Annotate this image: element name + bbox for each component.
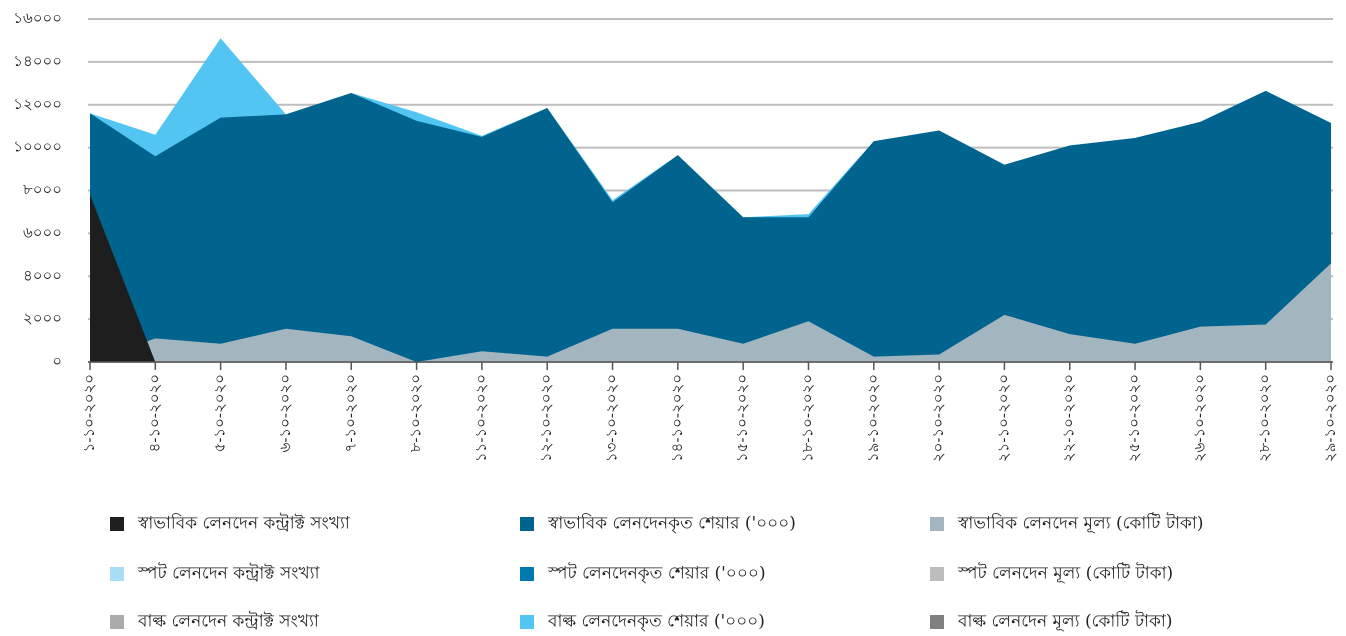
legend-label: স্পট লেনদেন মূল্য (কোটি টাকা) [957, 563, 1173, 584]
x-tick-label: ১৫-১০-২০২০ [733, 374, 751, 462]
x-tick-label: ৭-১০-২০২০ [341, 374, 359, 452]
legend-swatch [930, 517, 944, 531]
legend-swatch [110, 567, 124, 581]
x-tick-label: ১৮-১০-২০২০ [798, 374, 816, 462]
legend-label: স্পট লেনদেন কন্ট্রাক্ট সংখ্যা [137, 563, 321, 584]
legend-swatch [110, 517, 124, 531]
y-tick-label: ১০০০০ [13, 138, 62, 156]
x-tick-label: ২১-১০-২০২০ [994, 374, 1012, 462]
legend-label: স্পট লেনদেনকৃত শেয়ার ('০০০) [547, 563, 766, 584]
x-tick-label: ২২-১০-২০২০ [1060, 374, 1078, 462]
legend-label: স্বাভাবিক লেনদেন মূল্য (কোটি টাকা) [957, 513, 1204, 534]
y-tick-label: ৪০০০ [23, 266, 62, 284]
area [90, 263, 1331, 362]
area [90, 90, 1331, 363]
x-tick-label: ১-১০-২০২০ [80, 374, 98, 452]
legend-swatch [520, 615, 534, 629]
y-tick-label: ২০০০ [23, 309, 62, 327]
x-tick-label: ১৯-১০-২০২০ [864, 374, 882, 462]
y-tick-label: ৮০০০ [23, 181, 62, 199]
legend-swatch [930, 615, 944, 629]
x-tick-label: ১২-১০-২০২০ [537, 374, 555, 462]
y-tick-label: ৬০০০ [23, 223, 62, 241]
y-tick-label: ১৬০০০ [13, 9, 62, 27]
x-tick-label: ৪-১০-২০২০ [145, 374, 163, 452]
legend-swatch [520, 567, 534, 581]
x-tick-label: ২৮-১০-২০২০ [1256, 374, 1274, 462]
x-tick-label: ১৪-১০-২০২০ [668, 374, 686, 462]
legend-label: বাল্ক লেনদেন কন্ট্রাক্ট সংখ্যা [137, 611, 320, 632]
x-tick-label: ১৩-১০-২০২০ [603, 374, 621, 462]
y-tick-label: ১২০০০ [13, 95, 62, 113]
legend-swatch [930, 567, 944, 581]
x-tick-label: ২৬-১০-২০২০ [1190, 374, 1208, 462]
x-tick-label: ২৫-১০-২০২০ [1125, 374, 1143, 462]
x-tick-label: ৫-১০-২০২০ [211, 374, 229, 452]
legend-label: বাল্ক লেনদেনকৃত শেয়ার ('০০০) [547, 612, 765, 632]
legend-label: বাল্ক লেনদেন মূল্য (কোটি টাকা) [957, 611, 1173, 632]
y-tick-label: ০ [52, 352, 62, 370]
legend-swatch [520, 517, 534, 531]
x-tick-label: ২০-১০-২০২০ [929, 374, 947, 462]
legend-swatch [110, 615, 124, 629]
y-tick-label: ১৪০০০ [13, 52, 62, 70]
x-tick-label: ১১-১০-২০২০ [472, 374, 490, 462]
x-tick-label: ৬-১০-২০২০ [276, 374, 294, 452]
legend-label: স্বাভাবিক লেনদেনকৃত শেয়ার ('০০০) [547, 513, 796, 534]
x-tick-label: ২৯-১০-২০২০ [1321, 374, 1339, 462]
legend-label: স্বাভাবিক লেনদেন কন্ট্রাক্ট সংখ্যা [137, 513, 351, 534]
x-tick-label: ৮-১০-২০২০ [407, 374, 425, 452]
